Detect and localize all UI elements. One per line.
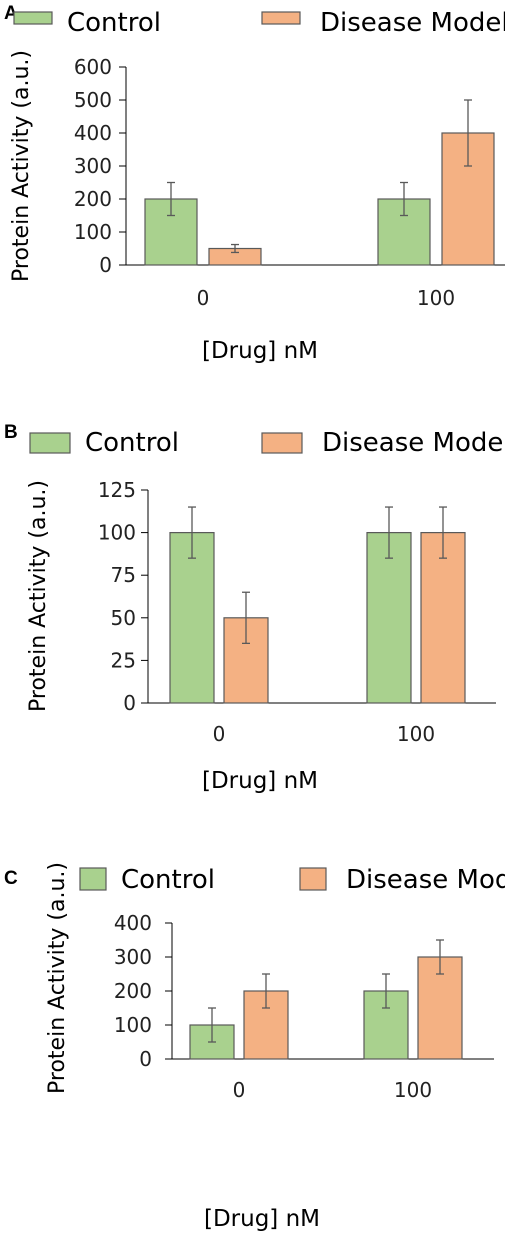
error-bar-control-100 xyxy=(385,506,393,559)
error-bar-disease-0 xyxy=(231,243,239,254)
legend-label-control: Control xyxy=(67,8,161,38)
y-tick-label: 75 xyxy=(111,563,136,587)
x-tick-label: 100 xyxy=(394,1078,432,1102)
panel-b: B Control Disease Model 0 25 50 75 100 125 0 100 Pr… xyxy=(4,422,505,794)
y-tick-label: 600 xyxy=(74,55,112,79)
legend: Control Disease Model xyxy=(29,428,505,458)
y-axis-title: Protein Activity (a.u.) xyxy=(45,862,70,1094)
legend-swatch-disease xyxy=(261,11,301,25)
y-axis-title: Protein Activity (a.u.) xyxy=(26,480,51,712)
error-bar-disease-100 xyxy=(439,506,447,559)
legend-swatch-control xyxy=(13,11,53,25)
legend: Control Disease Model xyxy=(79,865,505,895)
x-axis-title: [Drug] nM xyxy=(202,338,318,364)
panel-label: C xyxy=(4,868,18,889)
legend-swatch-control xyxy=(79,867,107,891)
y-tick-label: 50 xyxy=(111,606,136,630)
y-tick-label: 200 xyxy=(74,187,112,211)
error-bar-disease-0 xyxy=(262,973,270,1009)
error-bar-disease-0 xyxy=(242,591,250,645)
y-tick-label: 400 xyxy=(74,121,112,145)
x-tick-label: 0 xyxy=(213,722,226,746)
y-axis-title: Protein Activity (a.u.) xyxy=(9,50,34,282)
y-tick-label: 25 xyxy=(111,648,136,672)
panel-a: A Control Disease Model0100200300400500600… xyxy=(4,3,505,364)
bar-control-100 xyxy=(366,531,412,704)
x-tick-label: 0 xyxy=(233,1078,246,1102)
x-tick-label: 100 xyxy=(417,286,455,310)
error-bar-control-100 xyxy=(382,973,390,1009)
legend-label-disease: Disease Model xyxy=(322,428,505,458)
legend-swatch-disease xyxy=(299,867,327,891)
y-tick-label: 300 xyxy=(74,154,112,178)
y-tick-label: 0 xyxy=(99,253,112,277)
bar-disease-0 xyxy=(223,617,269,704)
x-axis-title: [Drug] nM xyxy=(202,768,318,794)
error-bar-control-100 xyxy=(400,181,408,217)
y-tick-label: 100 xyxy=(114,1013,152,1037)
y-tick-label: 200 xyxy=(114,979,152,1003)
error-bar-control-0 xyxy=(167,181,175,217)
legend-label-disease: Disease Model xyxy=(320,8,505,38)
x-axis-title: [Drug] nM xyxy=(204,1206,320,1232)
legend: Control Disease Model xyxy=(13,8,505,38)
error-bar-disease-100 xyxy=(464,99,472,167)
x-tick-label: 0 xyxy=(197,286,210,310)
y-tick-label: 125 xyxy=(98,478,136,502)
panel-label: B xyxy=(4,422,18,443)
error-bar-control-0 xyxy=(188,506,196,559)
legend-label-control: Control xyxy=(85,428,179,458)
x-tick-label: 100 xyxy=(397,722,435,746)
y-tick-label: 300 xyxy=(114,945,152,969)
error-bar-control-0 xyxy=(208,1007,216,1043)
y-tick-label: 100 xyxy=(74,220,112,244)
y-tick-label: 400 xyxy=(114,911,152,935)
legend-label-disease: Disease Model xyxy=(346,865,505,895)
y-tick-label: 100 xyxy=(98,521,136,545)
legend-swatch-control xyxy=(29,432,71,454)
error-bar-disease-100 xyxy=(436,939,444,975)
panel-c: C Control Disease Model 0 100 200 300 400 0 100 Pr… xyxy=(4,862,505,1232)
legend-swatch-disease xyxy=(261,432,303,454)
y-tick-label: 500 xyxy=(74,88,112,112)
legend-label-control: Control xyxy=(121,865,215,895)
y-tick-label: 0 xyxy=(123,691,136,715)
y-tick-label: 0 xyxy=(139,1047,152,1071)
